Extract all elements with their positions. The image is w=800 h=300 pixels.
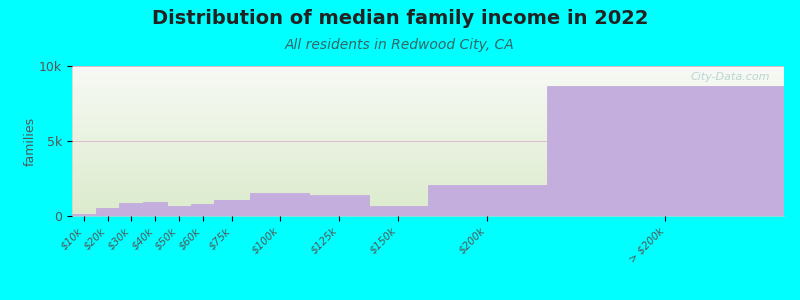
- Bar: [72, 214, 96, 216]
- Bar: [143, 202, 167, 216]
- Bar: [546, 85, 784, 216]
- Text: City-Data.com: City-Data.com: [690, 72, 770, 82]
- Text: All residents in Redwood City, CA: All residents in Redwood City, CA: [285, 38, 515, 52]
- Bar: [167, 206, 190, 216]
- Bar: [310, 195, 369, 216]
- Bar: [119, 202, 143, 216]
- Bar: [250, 193, 310, 216]
- Bar: [428, 184, 546, 216]
- Bar: [190, 204, 214, 216]
- Bar: [369, 206, 428, 216]
- Y-axis label: families: families: [23, 116, 36, 166]
- Bar: [214, 200, 250, 216]
- Bar: [96, 208, 119, 216]
- Text: Distribution of median family income in 2022: Distribution of median family income in …: [152, 9, 648, 28]
